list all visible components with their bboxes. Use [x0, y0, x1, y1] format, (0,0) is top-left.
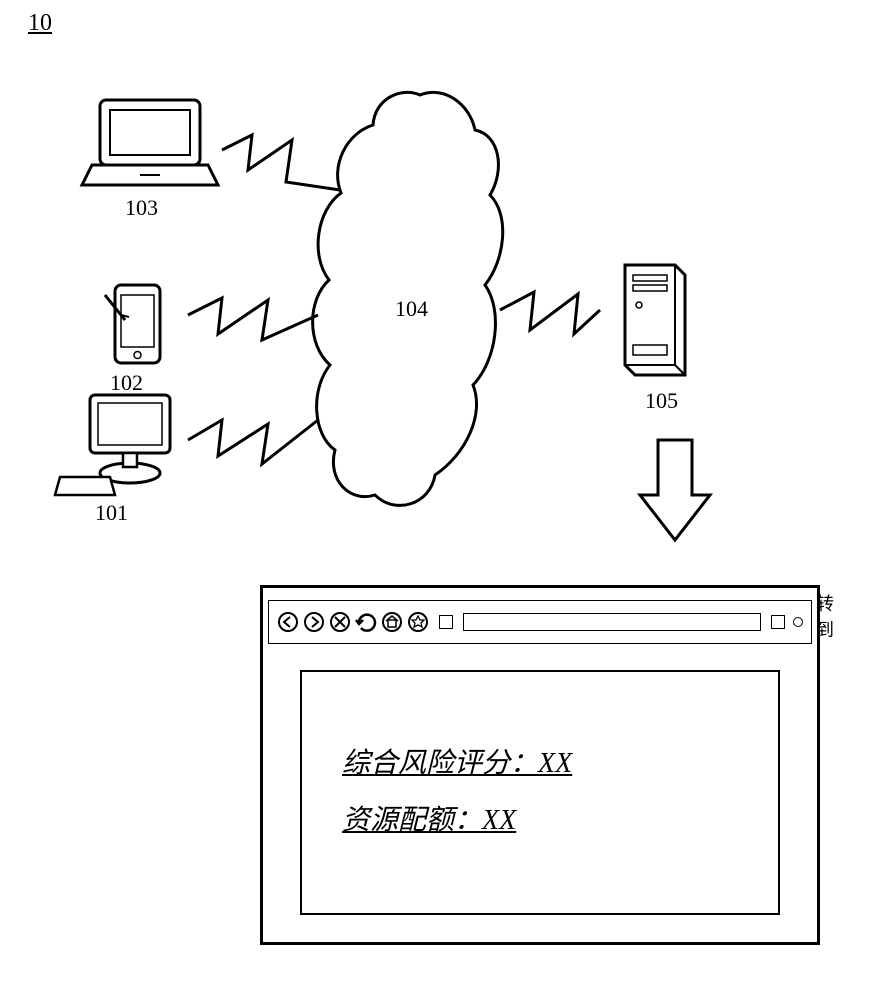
laptop-icon [82, 100, 218, 185]
nav-back-icon[interactable] [277, 611, 299, 633]
favorites-icon[interactable] [407, 611, 429, 633]
browser-toolbar [268, 600, 812, 644]
content-line-1: 综合风险评分：XX [342, 742, 738, 787]
phone-label: 102 [110, 370, 143, 396]
stop-icon[interactable] [329, 611, 351, 633]
toolbar-box2-icon[interactable] [771, 615, 785, 629]
phone-icon [105, 285, 160, 363]
toolbar-box-icon[interactable] [439, 615, 453, 629]
go-label: 转到 [816, 590, 840, 642]
browser-content: 综合风险评分：XX 资源配额：XX [300, 670, 780, 915]
desktop-icon [55, 395, 170, 495]
down-arrow-icon [640, 440, 710, 540]
toolbar-dot-icon[interactable] [793, 617, 803, 627]
server-label: 105 [645, 388, 678, 414]
desktop-label: 101 [95, 500, 128, 526]
laptop-label: 103 [125, 195, 158, 221]
nav-forward-icon[interactable] [303, 611, 325, 633]
refresh-icon[interactable] [355, 611, 377, 633]
cloud-label: 104 [395, 296, 428, 322]
server-icon [625, 265, 685, 375]
content-line-2: 资源配额：XX [342, 799, 738, 844]
address-bar[interactable] [463, 613, 761, 631]
home-icon[interactable] [381, 611, 403, 633]
